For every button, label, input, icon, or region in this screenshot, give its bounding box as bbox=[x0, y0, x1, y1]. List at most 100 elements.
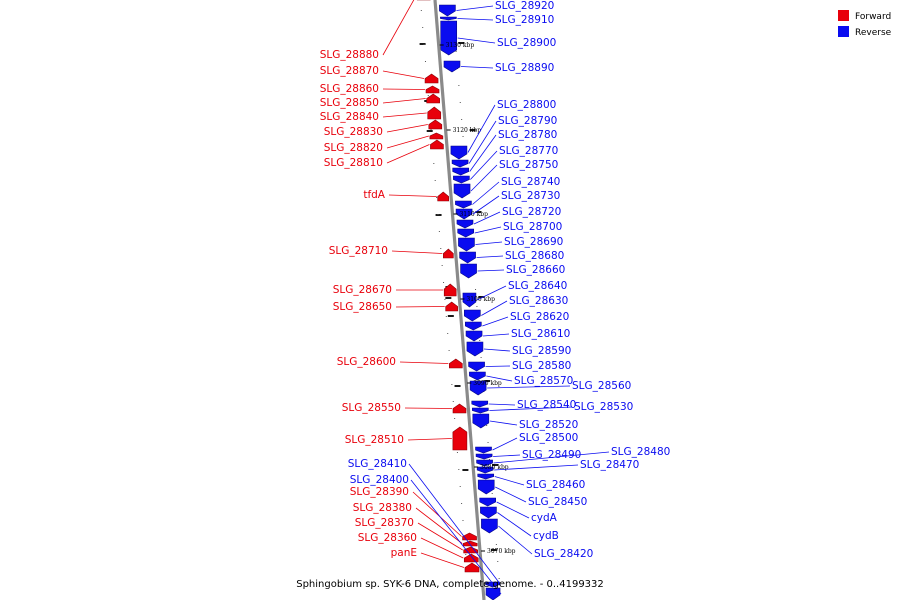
reverse-gene-slg-28750[interactable] bbox=[453, 183, 471, 199]
gene-label-slg-28620[interactable]: SLG_28620 bbox=[510, 311, 569, 323]
reverse-gene-slg-28700[interactable] bbox=[457, 228, 475, 238]
gene-label-slg-28500[interactable]: SLG_28500 bbox=[519, 432, 578, 444]
forward-gene-slg-28390[interactable] bbox=[462, 532, 477, 541]
gene-label-slg-28540[interactable]: SLG_28540 bbox=[517, 399, 576, 411]
gene-label-slg-28400[interactable]: SLG_28400 bbox=[350, 474, 409, 486]
reverse-gene-slg-28920[interactable] bbox=[439, 4, 456, 17]
gene-label-slg-28810[interactable]: SLG_28810 bbox=[324, 157, 383, 169]
gene-label-slg-28890[interactable]: SLG_28890 bbox=[495, 62, 554, 74]
reverse-gene-slg-28890[interactable] bbox=[443, 60, 461, 73]
gene-label-slg-28520[interactable]: SLG_28520 bbox=[519, 419, 578, 431]
forward-gene-slg-28670[interactable] bbox=[443, 283, 457, 297]
gene-label-cydb[interactable]: cydB bbox=[533, 530, 559, 542]
reverse-gene-slg-28560[interactable] bbox=[469, 380, 487, 396]
forward-gene-slg-28650[interactable] bbox=[445, 301, 458, 312]
gene-label-slg-28510[interactable]: SLG_28510 bbox=[345, 434, 404, 446]
gene-label-slg-28720[interactable]: SLG_28720 bbox=[502, 206, 561, 218]
gene-label-slg-28590[interactable]: SLG_28590 bbox=[512, 345, 571, 357]
gene-label-slg-28390[interactable]: SLG_28390 bbox=[350, 486, 409, 498]
gene-label-slg-28790[interactable]: SLG_28790 bbox=[498, 115, 557, 127]
gene-label-cyda[interactable]: cydA bbox=[531, 512, 558, 524]
gene-label-slg-28740[interactable]: SLG_28740 bbox=[501, 176, 560, 188]
gene-label-slg-28460[interactable]: SLG_28460 bbox=[526, 479, 585, 491]
reverse-gene-slg-28770[interactable] bbox=[453, 175, 470, 184]
reverse-gene-slg-28720[interactable] bbox=[456, 219, 474, 229]
gene-label-slg-28450[interactable]: SLG_28450 bbox=[528, 496, 587, 508]
reverse-gene-slg-28620[interactable] bbox=[465, 321, 482, 331]
gene-label-slg-28880[interactable]: SLG_28880 bbox=[320, 49, 379, 61]
reverse-gene-slg-28800[interactable] bbox=[450, 145, 468, 160]
gene-label-slg-28850[interactable]: SLG_28850 bbox=[320, 97, 379, 109]
forward-gene-slg-28850[interactable] bbox=[426, 93, 440, 104]
reverse-gene-slg-28490[interactable] bbox=[475, 453, 493, 460]
reverse-gene-slg-28410[interactable] bbox=[485, 581, 500, 588]
gene-label-slg-28730[interactable]: SLG_28730 bbox=[501, 190, 560, 202]
gene-label-slg-28530[interactable]: SLG_28530 bbox=[574, 401, 633, 413]
forward-gene-slg-28380[interactable] bbox=[462, 540, 478, 547]
reverse-gene-slg-28910[interactable] bbox=[440, 16, 457, 21]
gene-label-slg-28680[interactable]: SLG_28680 bbox=[505, 250, 564, 262]
reverse-gene-slg-28470[interactable] bbox=[476, 466, 494, 474]
gene-label-pane[interactable]: panE bbox=[391, 547, 417, 559]
forward-gene-slg-28360[interactable] bbox=[463, 553, 479, 563]
forward-gene-slg-28820[interactable] bbox=[429, 132, 444, 140]
reverse-gene-slg-28450[interactable] bbox=[477, 479, 495, 495]
gene-label-slg-28700[interactable]: SLG_28700 bbox=[503, 221, 562, 233]
gene-label-slg-28920[interactable]: SLG_28920 bbox=[495, 0, 554, 12]
gene-label-slg-28410[interactable]: SLG_28410 bbox=[348, 458, 407, 470]
reverse-gene-slg-28640[interactable] bbox=[462, 292, 477, 308]
reverse-gene-slg-28740[interactable] bbox=[455, 200, 472, 209]
gene-label-slg-28380[interactable]: SLG_28380 bbox=[353, 502, 412, 514]
reverse-gene-slg-28460[interactable] bbox=[477, 473, 495, 480]
gene-label-slg-28800[interactable]: SLG_28800 bbox=[497, 99, 556, 111]
forward-gene-slg-28550[interactable] bbox=[452, 403, 467, 414]
gene-label-slg-28750[interactable]: SLG_28750 bbox=[499, 159, 558, 171]
gene-label-slg-28840[interactable]: SLG_28840 bbox=[320, 111, 379, 123]
reverse-gene-cydb[interactable] bbox=[480, 506, 497, 519]
gene-label-slg-28900[interactable]: SLG_28900 bbox=[497, 37, 556, 49]
gene-label-slg-28550[interactable]: SLG_28550 bbox=[342, 402, 401, 414]
forward-gene-slg-28840[interactable] bbox=[427, 106, 442, 120]
reverse-gene-slg-28690[interactable] bbox=[458, 237, 475, 252]
reverse-gene-slg-28610[interactable] bbox=[465, 330, 483, 342]
gene-label-slg-28830[interactable]: SLG_28830 bbox=[324, 126, 383, 138]
reverse-gene-slg-28680[interactable] bbox=[459, 251, 476, 264]
reverse-gene-slg-28530[interactable] bbox=[472, 407, 489, 414]
gene-label-slg-28600[interactable]: SLG_28600 bbox=[337, 356, 396, 368]
forward-gene-slg-28810[interactable] bbox=[430, 139, 444, 150]
gene-label-slg-28480[interactable]: SLG_28480 bbox=[611, 446, 670, 458]
reverse-gene-slg-28400[interactable] bbox=[485, 587, 501, 600]
forward-gene-tfda[interactable] bbox=[437, 191, 449, 202]
gene-label-slg-28470[interactable]: SLG_28470 bbox=[580, 459, 639, 471]
gene-label-slg-28660[interactable]: SLG_28660 bbox=[506, 264, 565, 276]
gene-label-slg-28640[interactable]: SLG_28640 bbox=[508, 280, 567, 292]
reverse-gene-slg-28500[interactable] bbox=[475, 446, 492, 454]
forward-gene-slg-28870[interactable] bbox=[424, 73, 439, 84]
gene-label-slg-28710[interactable]: SLG_28710 bbox=[329, 245, 388, 257]
gene-label-slg-28630[interactable]: SLG_28630 bbox=[509, 295, 568, 307]
reverse-gene-slg-28590[interactable] bbox=[466, 341, 484, 357]
gene-label-slg-28910[interactable]: SLG_28910 bbox=[495, 14, 554, 26]
forward-gene-pane[interactable] bbox=[464, 562, 480, 573]
reverse-gene-slg-28540[interactable] bbox=[471, 400, 489, 408]
reverse-gene-slg-28580[interactable] bbox=[468, 361, 485, 372]
reverse-gene-slg-28630[interactable] bbox=[464, 309, 481, 322]
gene-label-slg-28770[interactable]: SLG_28770 bbox=[499, 145, 558, 157]
reverse-gene-slg-28900[interactable] bbox=[440, 20, 458, 56]
gene-label-slg-28570[interactable]: SLG_28570 bbox=[514, 375, 573, 387]
gene-label-slg-28650[interactable]: SLG_28650 bbox=[333, 301, 392, 313]
gene-label-slg-28780[interactable]: SLG_28780 bbox=[498, 129, 557, 141]
gene-label-slg-28860[interactable]: SLG_28860 bbox=[320, 83, 379, 95]
gene-label-slg-28610[interactable]: SLG_28610 bbox=[511, 328, 570, 340]
gene-label-slg-28690[interactable]: SLG_28690 bbox=[504, 236, 563, 248]
gene-label-slg-28670[interactable]: SLG_28670 bbox=[333, 284, 392, 296]
forward-gene-slg-28710[interactable] bbox=[443, 248, 454, 259]
gene-label-slg-28820[interactable]: SLG_28820 bbox=[324, 142, 383, 154]
reverse-gene-slg-28780[interactable] bbox=[452, 167, 470, 176]
gene-label-slg-28420[interactable]: SLG_28420 bbox=[534, 548, 593, 560]
reverse-gene-slg-28480[interactable] bbox=[476, 459, 493, 467]
gene-label-slg-28370[interactable]: SLG_28370 bbox=[355, 517, 414, 529]
forward-gene-slg-28600[interactable] bbox=[449, 358, 463, 369]
forward-gene-slg-28830[interactable] bbox=[428, 119, 443, 130]
reverse-gene-slg-28790[interactable] bbox=[451, 159, 469, 168]
